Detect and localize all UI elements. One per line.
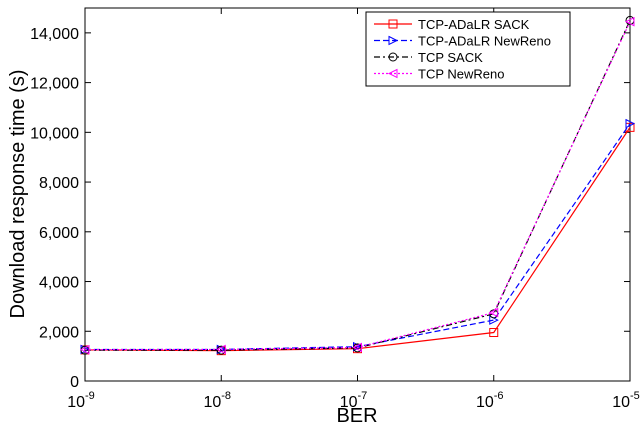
x-tick-exponent: -5 — [630, 390, 640, 402]
data-point — [216, 344, 226, 355]
legend-label: TCP-ADaLR NewReno — [418, 34, 551, 49]
x-tick-label: 10-8 — [203, 390, 231, 411]
x-tick-exponent: -7 — [358, 390, 368, 402]
data-point — [625, 118, 636, 129]
legend-marker — [387, 68, 398, 79]
y-tick-label: 6,000 — [39, 225, 79, 242]
x-tick-base: 10 — [612, 394, 630, 411]
legend-item: TCP NewReno — [374, 67, 504, 82]
series-line — [84, 21, 631, 351]
y-tick-label: 4,000 — [39, 275, 79, 292]
x-tick-base: 10 — [67, 394, 85, 411]
legend-item: TCP SACK — [374, 50, 483, 65]
x-tick-exponent: -9 — [85, 390, 95, 402]
data-point — [489, 328, 499, 338]
series-line — [85, 20, 631, 351]
x-tick-base: 10 — [340, 394, 358, 411]
x-tick-label: 10-5 — [612, 390, 640, 411]
legend-label: TCP NewReno — [418, 67, 504, 82]
y-axis-title: Download response time (s) — [7, 70, 29, 319]
x-tick-exponent: -6 — [494, 390, 504, 402]
data-point — [488, 307, 499, 318]
legend-item: TCP-ADaLR SACK — [374, 17, 530, 32]
data-point — [352, 342, 362, 353]
data-point — [79, 344, 90, 355]
legend-label: TCP SACK — [418, 50, 483, 65]
y-tick-label: 2,000 — [39, 324, 79, 341]
y-tick-label: 12,000 — [30, 76, 79, 93]
legend-marker — [388, 19, 398, 29]
legend-item: TCP-ADaLR NewReno — [374, 34, 551, 49]
y-tick-label: 8,000 — [39, 175, 79, 192]
legend-marker — [388, 52, 398, 62]
legend-marker — [388, 35, 399, 46]
series-3 — [79, 16, 635, 355]
x-tick-label: 10-7 — [340, 390, 368, 411]
y-tick-label: 10,000 — [30, 125, 79, 142]
series-layer — [79, 15, 636, 356]
x-tick-base: 10 — [203, 394, 221, 411]
x-tick-base: 10 — [476, 394, 494, 411]
x-tick-label: 10-9 — [67, 390, 95, 411]
data-point — [624, 16, 635, 27]
x-axis-title: BER — [336, 405, 377, 427]
x-tick-exponent: -8 — [221, 390, 231, 402]
legend-label: TCP-ADaLR SACK — [418, 17, 530, 32]
y-tick-label: 0 — [70, 374, 79, 391]
x-tick-label: 10-6 — [476, 390, 504, 411]
x-axis: 10-9 10-8 10-7 10-6 10-5 — [67, 8, 640, 411]
series-line — [85, 123, 631, 351]
y-tick-label: 14,000 — [30, 26, 79, 43]
